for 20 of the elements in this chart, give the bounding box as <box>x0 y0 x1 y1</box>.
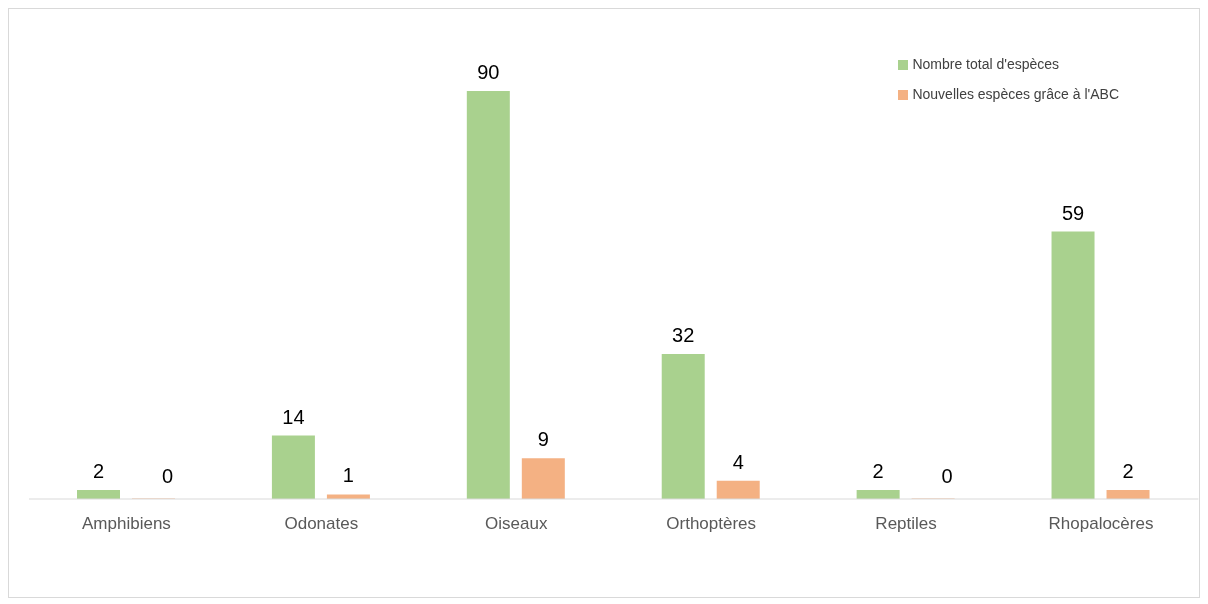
data-label: 2 <box>92 459 105 482</box>
data-label: 2 <box>872 459 884 482</box>
x-tick-label: Amphibiens <box>82 514 171 534</box>
data-label: 0 <box>161 464 174 487</box>
x-tick-label: Oiseaux <box>485 514 548 534</box>
x-tick-label: Reptiles <box>875 514 937 534</box>
data-label: 9 <box>537 428 549 451</box>
data-label: 4 <box>732 450 744 473</box>
data-label: 0 <box>941 464 953 487</box>
data-label: 1 <box>342 464 354 487</box>
legend-label: Nouvelles espèces grâce à l'ABC <box>912 86 1119 102</box>
x-tick-label: Orthoptères <box>666 514 757 534</box>
data-label: 32 <box>672 323 695 346</box>
data-label: 2 <box>1122 459 1134 482</box>
x-tick-label: Odonates <box>284 514 359 534</box>
data-label: 90 <box>477 61 500 83</box>
data-label: 59 <box>1061 201 1085 224</box>
x-tick-label: Rhopalocères <box>1048 514 1154 534</box>
data-label: 14 <box>282 405 305 428</box>
legend-label: Nombre total d'espèces <box>912 56 1060 72</box>
